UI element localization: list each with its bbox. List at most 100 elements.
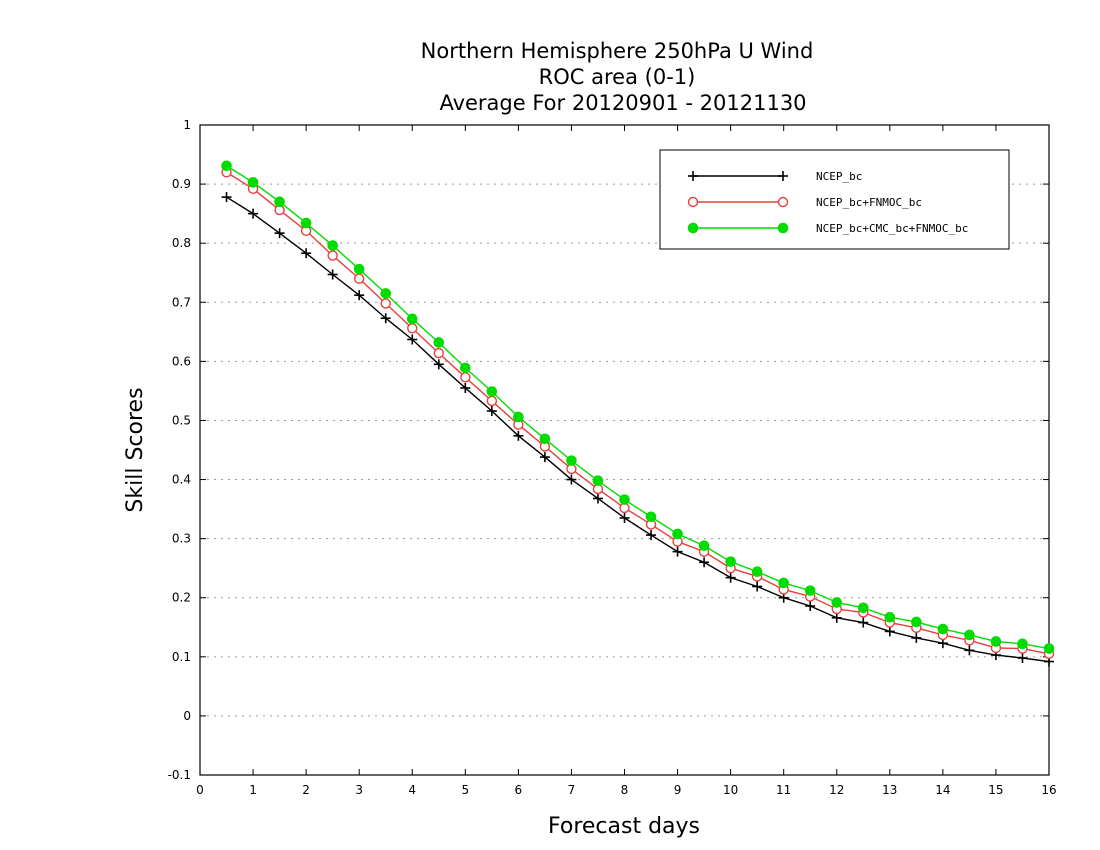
data-point [619, 494, 630, 505]
x-tick-label: 8 [621, 783, 629, 797]
data-point [460, 382, 471, 393]
legend-label: NCEP_bc [816, 170, 862, 183]
data-point [646, 530, 657, 541]
data-point [964, 645, 975, 656]
data-point [353, 263, 365, 275]
data-point [672, 546, 683, 557]
data-point [513, 411, 524, 423]
x-axis-label: Forecast days [548, 814, 700, 839]
y-tick-label: 0.5 [172, 413, 191, 427]
data-point [990, 636, 1002, 647]
data-point [327, 250, 338, 261]
legend-box [659, 149, 1010, 250]
y-tick-label: 0.1 [172, 650, 191, 664]
data-point [857, 602, 869, 614]
data-point [592, 493, 603, 504]
data-point [274, 228, 285, 239]
data-point [1017, 638, 1028, 650]
y-tick-label: 0 [183, 709, 191, 723]
data-point [751, 566, 763, 578]
legend-marker [688, 171, 698, 181]
series-line [226, 196, 1050, 663]
x-tick-label: 12 [829, 783, 844, 797]
chart-title-line-3: Average For 20120901 - 20121130 [439, 91, 806, 115]
y-tick-label: 0.9 [172, 177, 191, 191]
x-tick-label: 11 [776, 783, 791, 797]
legend-label: NCEP_bc+FNMOC_bc [816, 196, 922, 209]
data-point [566, 455, 577, 466]
legend-marker [687, 222, 699, 234]
data-point [831, 612, 842, 623]
y-tick-label: 0.3 [172, 532, 191, 546]
data-point [513, 430, 524, 441]
x-tick-label: 16 [1041, 783, 1056, 797]
data-point [619, 512, 630, 523]
data-point [804, 585, 816, 596]
legend-marker [778, 171, 788, 181]
data-point [274, 196, 285, 208]
data-point [433, 347, 444, 359]
data-point [539, 433, 551, 445]
data-point [1017, 653, 1028, 663]
data-point [911, 632, 922, 643]
y-tick-label: 0.2 [172, 591, 191, 605]
data-point [486, 386, 498, 397]
data-point [539, 452, 550, 463]
x-tick-label: 6 [515, 783, 523, 797]
series-2 [221, 160, 1055, 654]
data-point [486, 395, 498, 407]
data-point [380, 288, 392, 299]
data-point [247, 177, 259, 188]
data-point [460, 362, 471, 374]
data-point [698, 540, 710, 552]
data-point [248, 208, 259, 219]
data-point [221, 160, 232, 172]
x-tick-label: 10 [723, 783, 738, 797]
data-point [354, 290, 365, 301]
x-tick-label: 7 [568, 783, 576, 797]
y-tick-label: 0.8 [172, 236, 191, 250]
data-point [752, 581, 763, 592]
data-point [460, 372, 471, 383]
data-point [725, 556, 736, 567]
x-tick-label: 0 [196, 783, 204, 797]
series-0 [221, 192, 1054, 667]
data-point [566, 474, 577, 485]
x-tick-label: 1 [249, 783, 257, 797]
data-point [911, 616, 922, 628]
data-point [725, 572, 736, 583]
y-axis-label: Skill Scores [123, 387, 148, 512]
x-tick-label: 4 [408, 783, 416, 797]
data-point [327, 240, 338, 251]
series-layer [221, 160, 1055, 667]
data-point [433, 359, 444, 370]
x-tick-label: 14 [935, 783, 950, 797]
y-tick-label: 0.6 [172, 354, 191, 368]
legend-marker [777, 196, 789, 208]
data-point [407, 323, 418, 334]
data-point [301, 248, 312, 259]
grid-lines [200, 183, 1049, 717]
data-point [884, 611, 896, 623]
data-point [221, 192, 232, 203]
legend: NCEP_bc NCEP_bc+FNMOC_bc NCEP_bc+CMC_bc+FN… [659, 149, 1010, 250]
data-point [592, 475, 604, 487]
data-point [327, 269, 338, 280]
data-point [778, 577, 789, 589]
legend-marker [687, 196, 699, 208]
data-point [486, 406, 497, 416]
x-tick-label: 5 [461, 783, 469, 797]
data-point [645, 511, 657, 523]
data-point [858, 617, 869, 628]
y-tick-label: 1 [183, 118, 191, 132]
data-point [831, 597, 843, 608]
x-tick-label: 2 [302, 783, 310, 797]
x-tick-label: 13 [882, 783, 897, 797]
data-point [937, 623, 949, 635]
x-tick-label: 9 [674, 783, 682, 797]
data-point [407, 334, 418, 345]
data-point [884, 626, 895, 637]
data-point [964, 629, 975, 641]
chart-title-line-1: Northern Hemisphere 250hPa U Wind [421, 39, 814, 63]
